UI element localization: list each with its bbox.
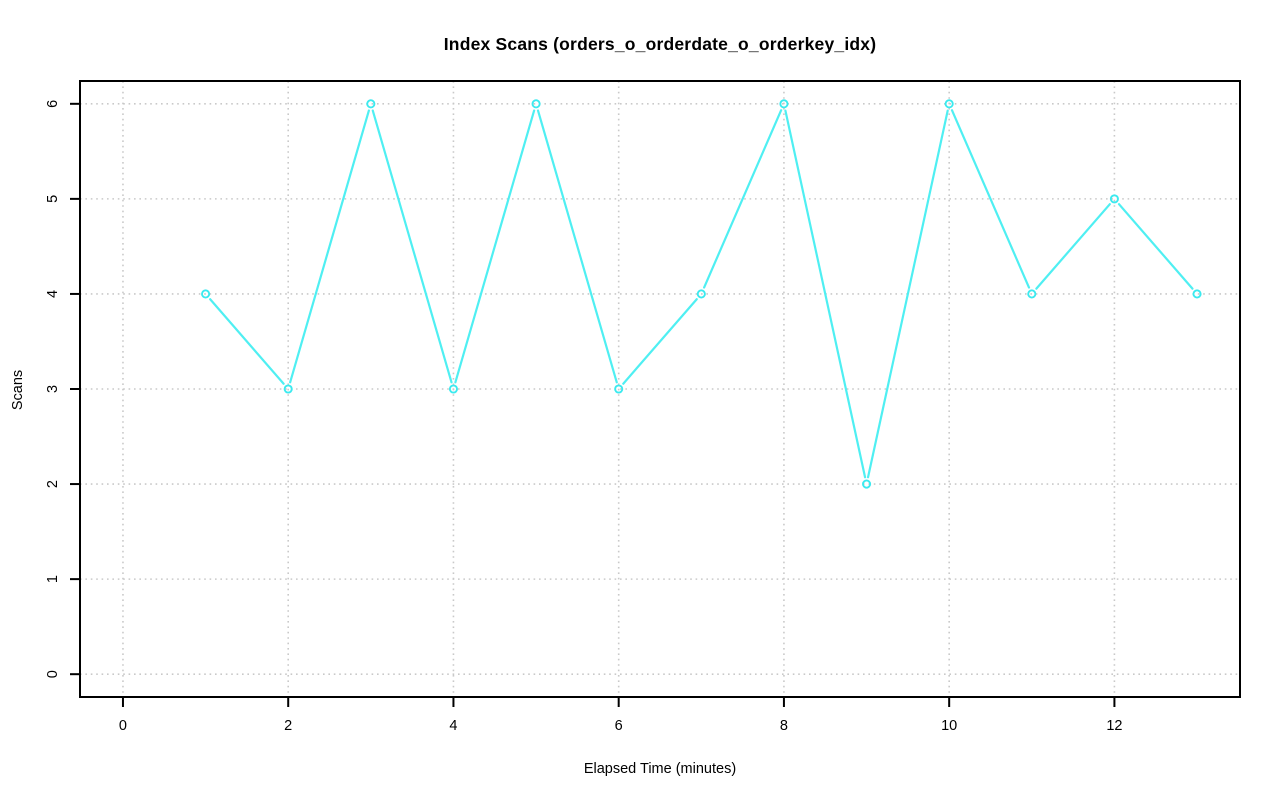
data-point-marker [366,99,376,109]
line-segment [1035,203,1111,290]
data-point-marker [448,384,458,394]
data-point-marker [614,384,624,394]
x-axis-label: Elapsed Time (minutes) [583,761,737,777]
data-point-marker [862,479,872,489]
line-segment [784,109,867,479]
data-point-marker [1109,194,1119,204]
x-tick-label: 8 [780,718,788,734]
y-tick-label: 1 [45,575,61,583]
line-segment [209,298,285,385]
data-point-marker [1027,289,1037,299]
line-segment [703,109,783,289]
x-tick-label: 6 [615,718,623,734]
data-point-marker [531,99,541,109]
line-segment [950,109,1031,289]
y-tick-label: 6 [45,100,61,108]
data-point-marker [283,384,293,394]
data-point-marker [1192,289,1202,299]
x-tick-label: 0 [119,718,127,734]
line-segment [622,298,698,385]
x-tick-label: 12 [1106,718,1122,734]
y-tick-label: 3 [45,385,61,393]
y-tick-label: 4 [45,290,61,298]
x-tick-label: 4 [449,718,457,734]
line-segment [1117,203,1194,290]
data-point-marker [779,99,789,109]
line-segment [371,109,453,384]
y-tick-label: 2 [45,480,61,488]
y-tick-label: 5 [45,195,61,203]
data-point-marker [944,99,954,109]
x-tick-label: 2 [284,718,292,734]
line-segment [289,109,370,384]
line-segment [454,109,536,384]
data-point-marker [696,289,706,299]
line-segment [866,109,949,479]
chart-title: Index Scans (orders_o_orderdate_o_orderk… [443,34,877,54]
data-point-marker [201,289,211,299]
line-segment [536,109,618,384]
x-tick-label: 10 [941,718,957,734]
y-tick-label: 0 [45,670,61,678]
